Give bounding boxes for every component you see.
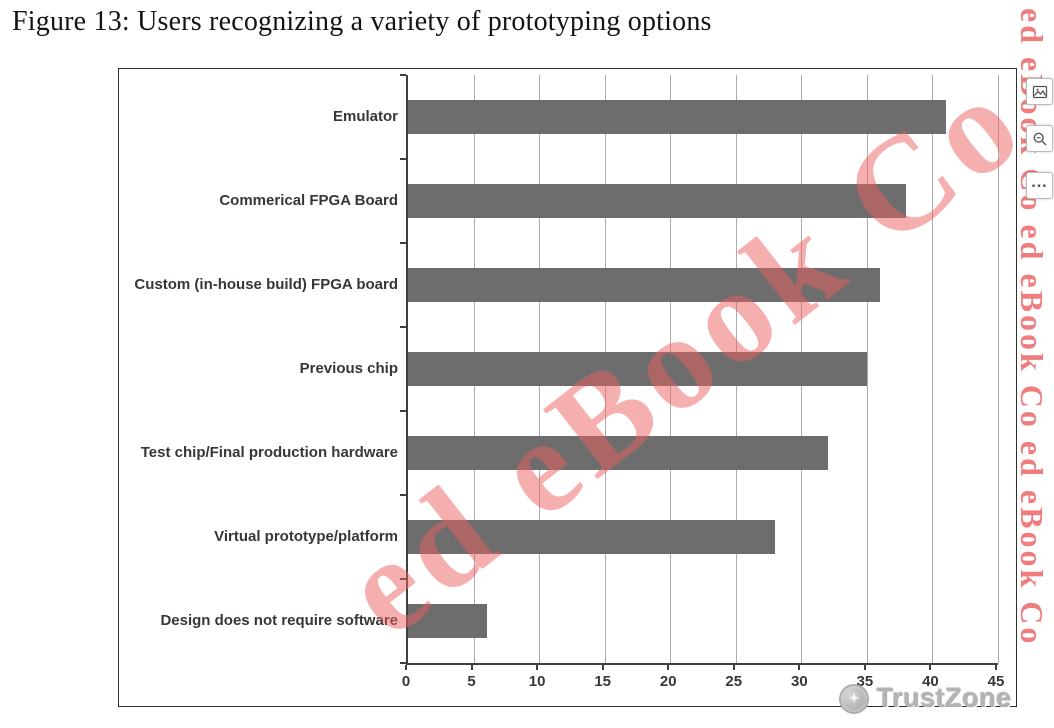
category-label: Emulator (332, 108, 398, 125)
y-axis-tick (400, 494, 406, 496)
x-axis-tick-label: 10 (528, 673, 546, 690)
category-label: Test chip/Final production hardware (140, 444, 398, 461)
image-preview-icon (1032, 84, 1048, 100)
x-axis-tick-label: 25 (725, 673, 743, 690)
bar-3 (408, 268, 880, 302)
x-axis-tick-label: 30 (790, 673, 808, 690)
x-axis-tick (536, 665, 539, 670)
y-axis-tick (400, 158, 406, 160)
x-axis-tick (929, 665, 932, 670)
image-preview-button[interactable] (1026, 78, 1053, 105)
y-axis-tick (400, 74, 406, 76)
gridline (998, 75, 999, 663)
gridline (932, 75, 934, 663)
more-options-button[interactable]: … (1026, 172, 1053, 199)
bar-2 (408, 184, 907, 218)
more-ellipsis-icon: … (1030, 172, 1049, 191)
y-axis-tick (400, 578, 406, 580)
category-label: Previous chip (299, 360, 398, 377)
x-axis-tick-label: 0 (401, 673, 411, 690)
y-axis-tick (400, 662, 406, 664)
plot-area (406, 75, 999, 665)
x-axis-tick-label: 15 (594, 673, 611, 690)
chart-container: Emulator Commerical FPGA Board Custom (in-… (118, 68, 1017, 707)
y-axis-tick (400, 242, 406, 244)
bar-6 (408, 520, 776, 554)
x-axis-tick (798, 665, 801, 670)
bar-4 (408, 352, 867, 386)
x-axis-tick-label: 20 (659, 673, 677, 690)
x-axis-tick-label: 45 (987, 673, 1005, 690)
zoom-button[interactable] (1026, 125, 1053, 152)
x-axis-tick (601, 665, 604, 670)
zoom-magnifier-icon (1032, 131, 1048, 147)
bar-5 (408, 436, 828, 470)
x-axis-tick (470, 665, 473, 670)
x-axis-tick (995, 665, 997, 670)
x-axis-tick (405, 665, 407, 670)
y-axis-tick (400, 326, 406, 328)
x-axis-tick-label: 5 (467, 673, 476, 690)
category-label: Custom (in-house build) FPGA board (134, 276, 398, 293)
trustzone-brand-text: TrustZone (876, 683, 1012, 713)
category-label: Virtual prototype/platform (214, 528, 398, 545)
y-axis-tick (400, 410, 406, 412)
figure-caption: Figure 13: Users recognizing a variety o… (12, 6, 712, 37)
side-toolbar: … (1026, 78, 1053, 199)
x-axis-tick-label: 40 (922, 673, 939, 690)
x-axis-tick (667, 665, 670, 670)
gridline (866, 75, 868, 663)
category-label: Commerical FPGA Board (219, 192, 398, 209)
category-label: Design does not require software (160, 612, 398, 629)
bar-1 (408, 100, 946, 134)
x-axis-tick (732, 665, 735, 670)
x-axis-tick (863, 665, 866, 670)
trustzone-watermark: ✦ TrustZone (838, 683, 1012, 714)
bar-7 (408, 604, 487, 638)
trustzone-logo-icon: ✦ (838, 683, 869, 714)
